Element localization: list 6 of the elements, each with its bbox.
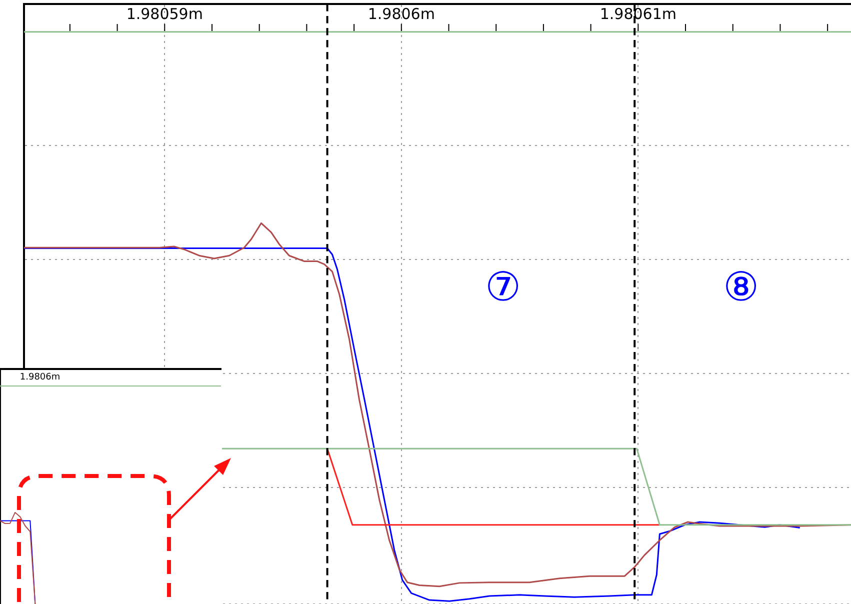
annotation: ⑦	[485, 264, 521, 310]
annotation: 1.9806m	[20, 372, 60, 382]
x-tick-label: 1.98061m	[600, 4, 676, 23]
annotation: ⑧	[723, 264, 759, 310]
x-tick-label: 1.98059m	[126, 4, 203, 23]
x-tick-label: 1.9806m	[368, 4, 435, 23]
